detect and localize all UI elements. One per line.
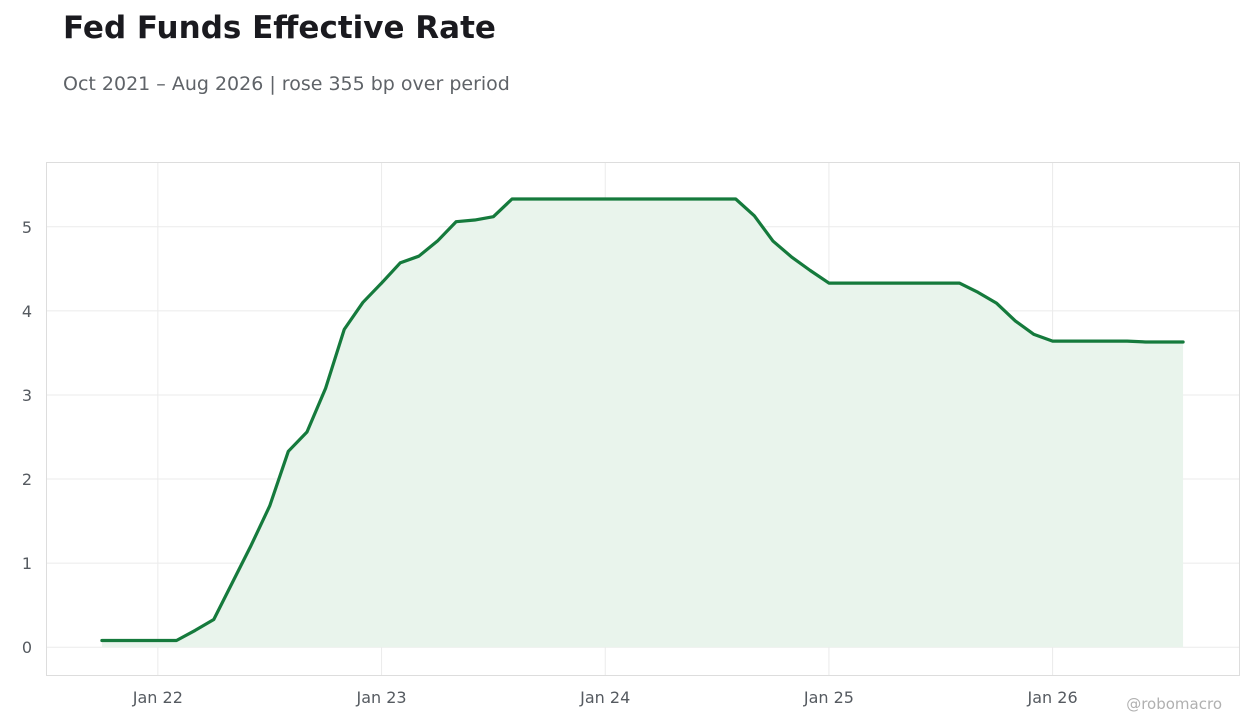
x-tick-label: Jan 26 bbox=[1027, 688, 1078, 707]
series-area-fill bbox=[101, 199, 1184, 648]
plot-frame bbox=[46, 162, 1240, 676]
y-tick-label: 0 bbox=[22, 638, 32, 657]
chart-title: Fed Funds Effective Rate bbox=[63, 10, 496, 46]
y-tick-label: 1 bbox=[22, 554, 32, 573]
line-layer bbox=[100, 197, 1185, 643]
series-line bbox=[100, 197, 1185, 643]
x-tick-label: Jan 25 bbox=[803, 688, 854, 707]
y-tick-label: 5 bbox=[22, 218, 32, 237]
x-tick-label: Jan 24 bbox=[579, 688, 630, 707]
watermark: @robomacro bbox=[1126, 695, 1222, 713]
y-tick-label: 4 bbox=[22, 302, 32, 321]
area-layer bbox=[101, 199, 1184, 648]
x-axis: Jan 22 Jan 23 Jan 24 Jan 25 Jan 26 bbox=[132, 688, 1078, 707]
x-tick-label: Jan 23 bbox=[355, 688, 406, 707]
chart-subtitle: Oct 2021 – Aug 2026 | rose 355 bp over p… bbox=[63, 73, 510, 95]
y-tick-label: 3 bbox=[22, 386, 32, 405]
y-axis: 0 1 2 3 4 5 bbox=[22, 218, 32, 657]
x-tick-label: Jan 22 bbox=[132, 688, 183, 707]
y-tick-label: 2 bbox=[22, 470, 32, 489]
